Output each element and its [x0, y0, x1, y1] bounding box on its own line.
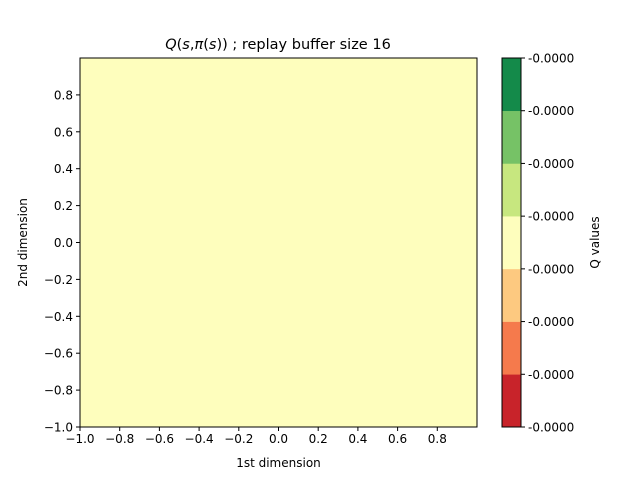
colorbar-tick-label: -0.0000 [528, 157, 574, 171]
y-tick-label: −0.2 [44, 273, 73, 287]
colorbar-tick-label: -0.0000 [528, 262, 574, 276]
y-axis-label: 2nd dimension [16, 198, 30, 287]
colorbar-band [502, 268, 521, 322]
y-axis-ticks: −1.0 −0.8 −0.6 −0.4 −0.2 0.0 0.2 0.4 0.6 0.8 [44, 88, 80, 435]
y-tick-label: 0.2 [54, 199, 73, 213]
y-tick-label: −0.6 [44, 347, 73, 361]
colorbar-tick-label: -0.0000 [528, 104, 574, 118]
x-tick-label: −1.0 [65, 432, 94, 446]
colorbar-tick-label: -0.0000 [528, 421, 574, 435]
colorbar-band [502, 163, 521, 217]
colorbar-band [502, 321, 521, 375]
colorbar-bands [502, 58, 521, 428]
y-tick-label: 0.0 [54, 236, 73, 250]
colorbar-label: Q values [588, 216, 602, 268]
x-axis-ticks: −1.0 −0.8 −0.6 −0.4 −0.2 0.0 0.2 0.4 0.6 0.8 [65, 427, 447, 446]
y-tick-label: −0.8 [44, 384, 73, 398]
colorbar-tick-label: -0.0000 [528, 52, 574, 66]
x-tick-label: 0.8 [428, 432, 447, 446]
colorbar-band [502, 216, 521, 270]
y-tick-label: 0.8 [54, 88, 73, 102]
x-axis-label: 1st dimension [236, 456, 321, 470]
chart-title: Q(s,π(s)) ; replay buffer size 16 [165, 37, 391, 53]
x-tick-label: −0.6 [145, 432, 174, 446]
colorbar-band [502, 58, 521, 112]
y-tick-label: −0.4 [44, 310, 73, 324]
x-tick-label: 0.2 [309, 432, 328, 446]
heatmap-field [80, 58, 477, 427]
heatmap-plot-area [79, 57, 478, 428]
x-tick-label: 0.6 [388, 432, 407, 446]
x-tick-label: −0.2 [224, 432, 253, 446]
y-tick-label: −1.0 [44, 421, 73, 435]
colorbar-band [502, 110, 521, 164]
colorbar-tick-label: -0.0000 [528, 315, 574, 329]
colorbar-frame [501, 57, 522, 428]
colorbar-tick-label: -0.0000 [528, 368, 574, 382]
x-tick-label: 0.0 [269, 432, 288, 446]
x-tick-label: −0.4 [185, 432, 214, 446]
x-tick-label: 0.4 [348, 432, 367, 446]
y-tick-label: 0.6 [54, 125, 73, 139]
colorbar: -0.0000 -0.0000 -0.0000 -0.0000 -0.0000 -0.00… [501, 52, 602, 435]
colorbar-ticks: -0.0000 -0.0000 -0.0000 -0.0000 -0.0000 -0.00… [521, 52, 574, 435]
x-tick-label: −0.8 [105, 432, 134, 446]
y-tick-label: 0.4 [54, 162, 73, 176]
colorbar-tick-label: -0.0000 [528, 210, 574, 224]
colorbar-band [502, 374, 521, 428]
